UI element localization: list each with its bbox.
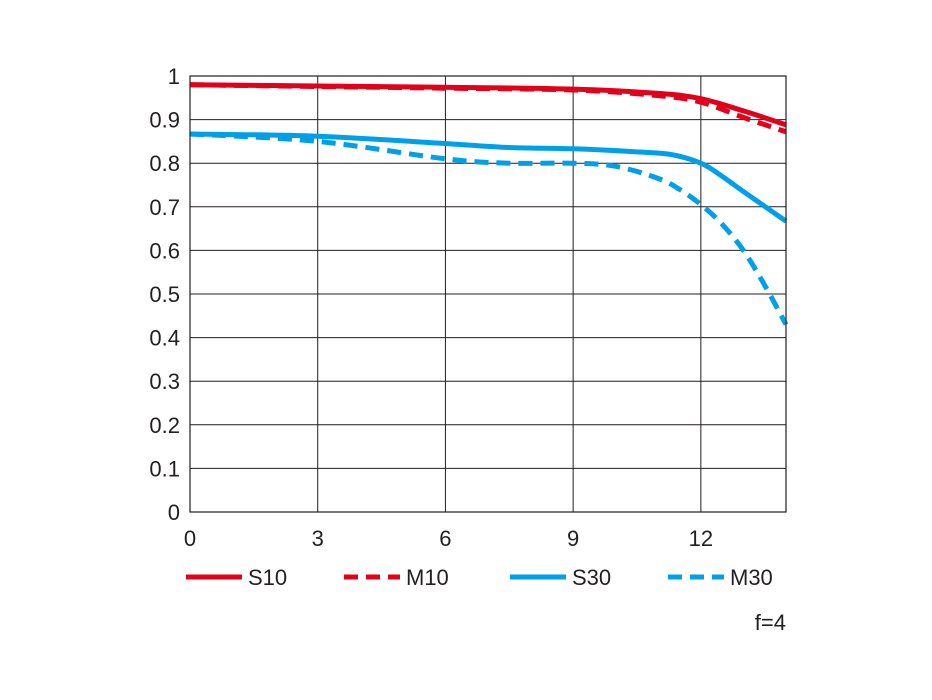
series-line-s30 <box>189 131 788 224</box>
x-axis-ticks: 0 3 6 9 12 <box>184 526 713 551</box>
y-tick-label: 0.7 <box>149 195 180 220</box>
y-axis-ticks: 0 0.1 0.2 0.3 0.4 0.5 0.6 0.7 0.8 0.9 1 <box>149 64 180 525</box>
legend-label-s10: S10 <box>248 565 287 590</box>
y-tick-label: 0.6 <box>149 238 180 263</box>
y-tick-label: 0.9 <box>149 108 180 133</box>
y-tick-label: 0.3 <box>149 369 180 394</box>
y-tick-label: 0.8 <box>149 151 180 176</box>
x-tick-label: 9 <box>567 526 579 551</box>
y-tick-label: 1 <box>168 64 180 89</box>
plot-frame <box>189 75 787 513</box>
y-tick-label: 0.1 <box>149 456 180 481</box>
y-tick-label: 0.2 <box>149 413 180 438</box>
legend-label-s30: S30 <box>572 565 611 590</box>
series-line-m30 <box>189 131 789 326</box>
x-tick-label: 3 <box>312 526 324 551</box>
x-tick-label: 6 <box>439 526 451 551</box>
x-tick-label: 12 <box>689 526 713 551</box>
legend-label-m30: M30 <box>730 565 773 590</box>
aperture-note: f=4 <box>755 610 786 635</box>
y-tick-label: 0 <box>168 500 180 525</box>
y-tick-label: 0.4 <box>149 326 180 351</box>
legend-label-m10: M10 <box>406 565 449 590</box>
series-lines <box>189 82 789 326</box>
y-tick-label: 0.5 <box>149 282 180 307</box>
x-tick-label: 0 <box>184 526 196 551</box>
grid-lines <box>189 75 786 513</box>
series-line-s10 <box>189 82 787 128</box>
legend: S10 M10 S30 M30 <box>186 565 773 590</box>
series-line-m10 <box>189 82 787 135</box>
